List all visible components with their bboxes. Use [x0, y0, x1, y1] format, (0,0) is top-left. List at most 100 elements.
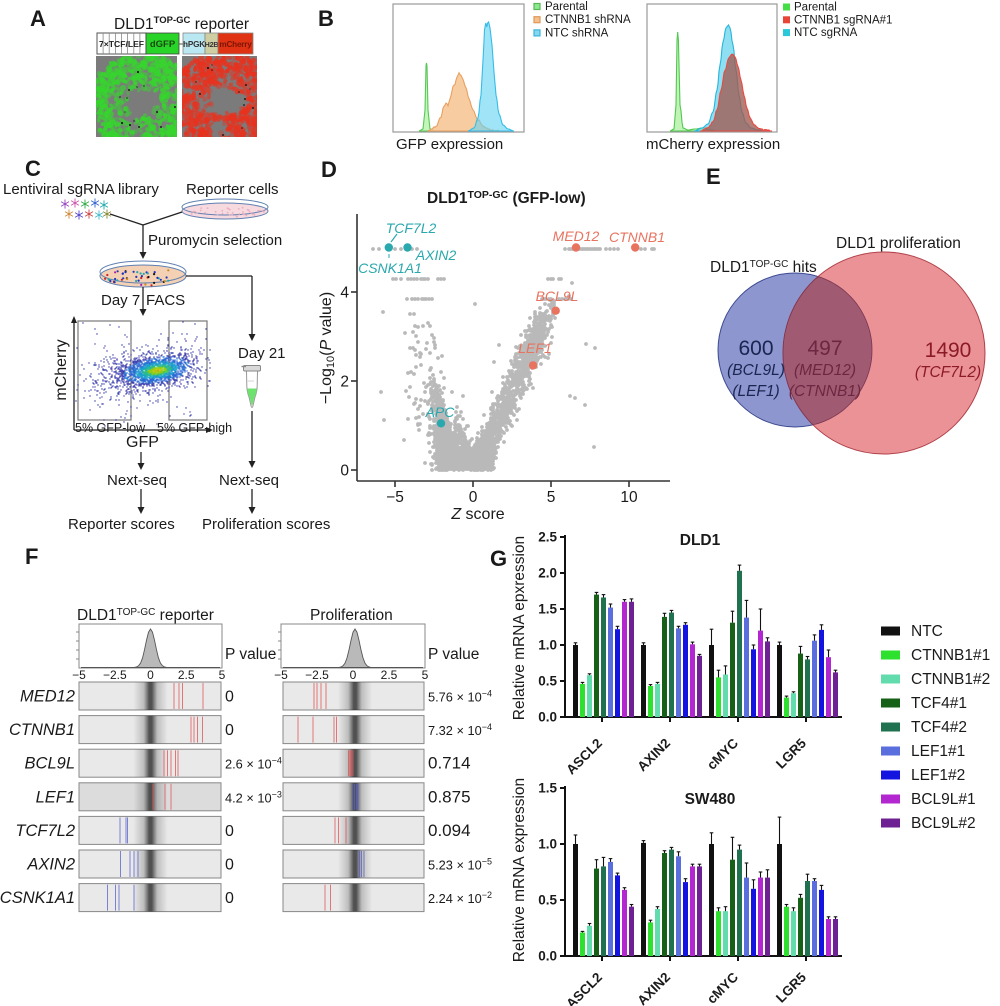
svg-text:CSNK1A1: CSNK1A1	[0, 889, 75, 907]
svg-text:LGR5: LGR5	[773, 969, 809, 1005]
svg-text:0.5: 0.5	[538, 674, 557, 689]
svg-text:4.2 × 10−3: 4.2 × 10−3	[225, 789, 282, 805]
svg-text:GFP expression: GFP expression	[396, 136, 503, 153]
svg-text:0.0: 0.0	[538, 949, 557, 964]
svg-text:Next-seq: Next-seq	[219, 472, 279, 489]
svg-text:cMYC: cMYC	[704, 969, 741, 1006]
svg-text:5% GFP-high: 5% GFP-high	[157, 421, 232, 435]
svg-text:CTNNB1 sgRNA#1: CTNNB1 sgRNA#1	[794, 14, 892, 26]
svg-text:mCherry: mCherry	[53, 339, 70, 400]
svg-text:Relative mRNA expression: Relative mRNA expression	[511, 778, 528, 962]
svg-text:−2.5: −2.5	[305, 668, 329, 682]
svg-text:−5: −5	[72, 668, 86, 682]
svg-text:CTNNB1#1: CTNNB1#1	[911, 647, 990, 664]
svg-text:Lentiviral sgRNA library: Lentiviral sgRNA library	[3, 181, 159, 198]
svg-text:DLD1TOP-GC (GFP-low): DLD1TOP-GC (GFP-low)	[427, 189, 586, 207]
svg-text:dGFP: dGFP	[150, 39, 176, 50]
svg-text:2.5: 2.5	[381, 668, 398, 682]
svg-text:(BCL9L): (BCL9L)	[727, 362, 785, 379]
svg-text:NTC: NTC	[911, 623, 943, 640]
svg-text:0: 0	[225, 890, 234, 907]
svg-text:AXIN2: AXIN2	[634, 736, 673, 775]
svg-text:600: 600	[738, 337, 773, 360]
svg-text:Reporter scores: Reporter scores	[68, 516, 175, 533]
svg-text:−Log10(P value): −Log10(P value)	[318, 292, 337, 404]
svg-text:Z score: Z score	[450, 506, 504, 523]
svg-text:E: E	[706, 164, 721, 189]
svg-text:DLD1 proliferation: DLD1 proliferation	[836, 235, 961, 252]
svg-text:0: 0	[469, 489, 478, 506]
svg-text:0: 0	[225, 857, 234, 874]
svg-text:Proliferation scores: Proliferation scores	[202, 516, 330, 533]
svg-text:4: 4	[340, 285, 349, 302]
svg-text:LGR5: LGR5	[773, 735, 809, 771]
svg-text:GFP: GFP	[126, 434, 159, 451]
svg-text:DLD1TOP-GC hits: DLD1TOP-GC hits	[710, 259, 817, 276]
svg-text:2.5: 2.5	[538, 530, 557, 545]
svg-text:Parental: Parental	[545, 1, 588, 13]
svg-text:1490: 1490	[925, 339, 972, 362]
svg-text:cMYC: cMYC	[704, 735, 741, 772]
svg-text:Parental: Parental	[794, 2, 837, 14]
svg-text:TCF7L2: TCF7L2	[15, 822, 75, 840]
svg-text:0.714: 0.714	[428, 754, 471, 773]
svg-text:0: 0	[350, 668, 357, 682]
svg-text:mCherry expression: mCherry expression	[646, 136, 780, 153]
svg-text:CTNNB1: CTNNB1	[9, 721, 75, 739]
svg-text:NTC shRNA: NTC shRNA	[545, 27, 609, 39]
svg-text:−5: −5	[386, 489, 404, 506]
svg-text:APC: APC	[425, 404, 456, 420]
svg-text:0: 0	[147, 668, 154, 682]
svg-text:0.094: 0.094	[428, 821, 471, 840]
svg-text:Reporter cells: Reporter cells	[186, 181, 279, 198]
svg-text:LEF1: LEF1	[36, 788, 75, 806]
svg-text:D: D	[321, 157, 337, 182]
svg-text:497: 497	[807, 337, 842, 360]
svg-text:−5: −5	[274, 668, 288, 682]
svg-text:10: 10	[620, 489, 638, 506]
svg-text:BCL9L: BCL9L	[25, 755, 75, 773]
svg-text:DLD1TOP-GC reporter: DLD1TOP-GC reporter	[114, 15, 249, 33]
svg-text:CTNNB1: CTNNB1	[609, 229, 665, 245]
svg-text:0: 0	[225, 823, 234, 840]
svg-text:0: 0	[340, 463, 349, 480]
svg-text:Next-seq: Next-seq	[107, 472, 167, 489]
svg-text:AXIN2: AXIN2	[415, 247, 457, 263]
svg-text:(TCF7L2): (TCF7L2)	[915, 364, 981, 381]
svg-text:5% GFP-low: 5% GFP-low	[75, 421, 146, 435]
svg-text:1.5: 1.5	[538, 602, 557, 617]
svg-text:SW480: SW480	[685, 791, 736, 808]
svg-text:LEF1: LEF1	[518, 340, 551, 356]
svg-text:0.0: 0.0	[538, 710, 557, 725]
svg-text:5: 5	[219, 668, 226, 682]
svg-text:Puromycin selection: Puromycin selection	[148, 232, 282, 249]
svg-text:TCF7L2: TCF7L2	[386, 220, 437, 236]
svg-text:0.875: 0.875	[428, 787, 471, 806]
svg-text:0: 0	[225, 689, 234, 706]
svg-text:DLD1: DLD1	[680, 532, 721, 549]
svg-text:7.32 × 10−4: 7.32 × 10−4	[428, 722, 492, 738]
svg-text:CTNNB1#2: CTNNB1#2	[911, 671, 990, 688]
svg-text:P value: P value	[428, 646, 479, 663]
svg-text:Day 7: Day 7	[101, 292, 140, 309]
svg-text:CTNNB1 shRNA: CTNNB1 shRNA	[545, 14, 631, 26]
svg-text:AXIN2: AXIN2	[26, 856, 75, 874]
svg-text:1.0: 1.0	[538, 638, 557, 653]
svg-text:−2.5: −2.5	[103, 668, 127, 682]
svg-text:5: 5	[547, 489, 556, 506]
svg-text:(MED12): (MED12)	[794, 362, 856, 379]
svg-text:G: G	[490, 546, 507, 571]
svg-text:DLD1TOP-GC reporter: DLD1TOP-GC reporter	[77, 607, 214, 624]
svg-text:B: B	[318, 6, 334, 31]
svg-text:0: 0	[225, 722, 234, 739]
svg-text:5.76 × 10−4: 5.76 × 10−4	[428, 689, 492, 705]
svg-text:NTC sgRNA: NTC sgRNA	[794, 27, 858, 39]
svg-text:2.0: 2.0	[538, 566, 557, 581]
svg-text:1.0: 1.0	[538, 837, 557, 852]
svg-text:5.23 × 10−5: 5.23 × 10−5	[428, 857, 492, 873]
svg-text:F: F	[25, 544, 38, 569]
svg-text:AXIN2: AXIN2	[634, 970, 673, 1006]
svg-text:5: 5	[422, 668, 429, 682]
svg-text:MED12: MED12	[553, 228, 600, 244]
svg-text:(LEF1): (LEF1)	[732, 383, 779, 400]
